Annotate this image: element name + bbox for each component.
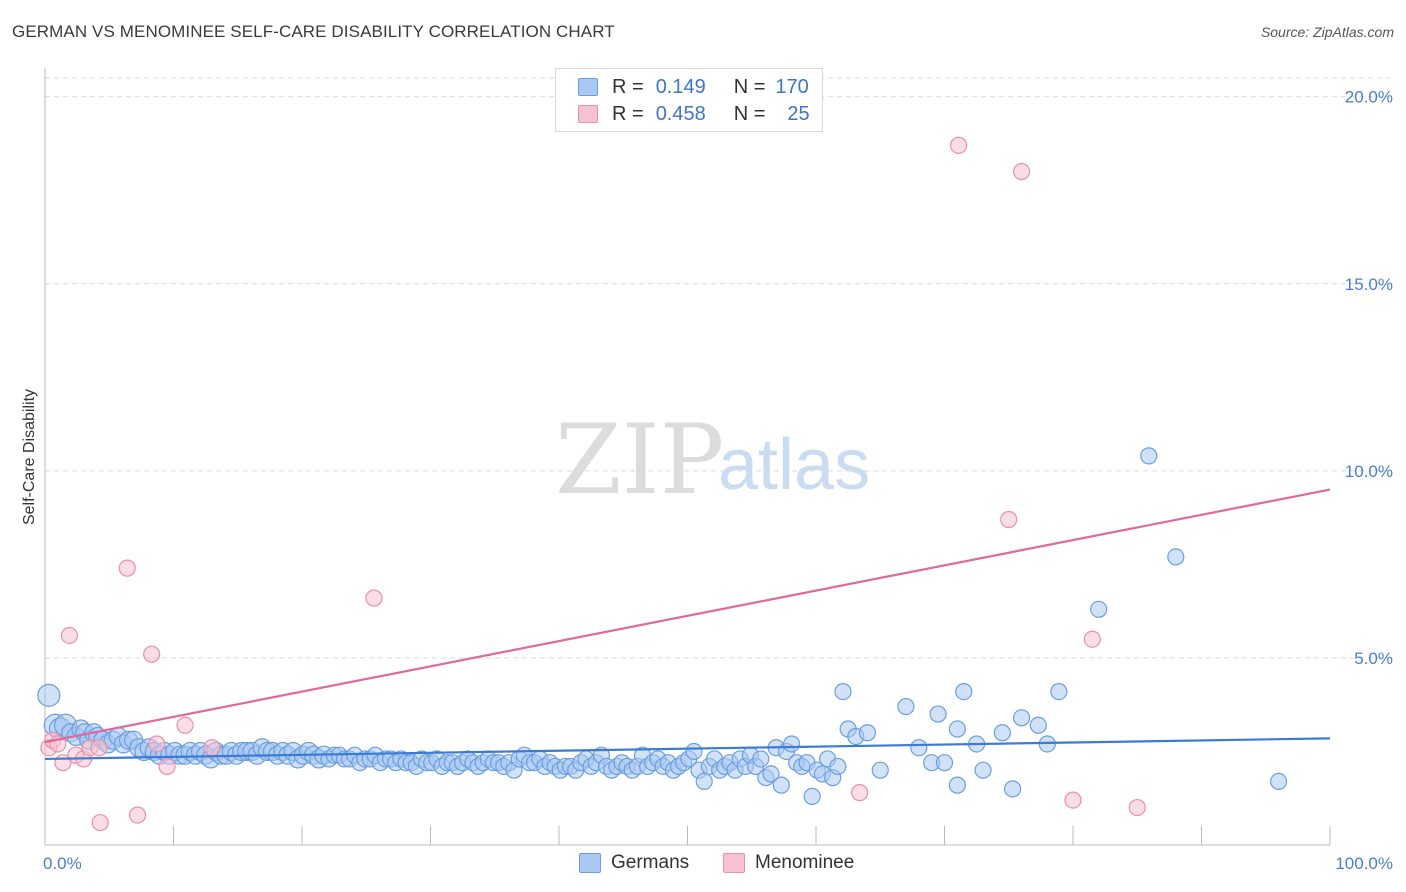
menominee-point bbox=[1064, 791, 1082, 809]
menominee-point bbox=[1012, 162, 1031, 181]
germans-point bbox=[752, 750, 770, 768]
germans-point bbox=[1090, 600, 1108, 618]
y-tick-label: 5.0% bbox=[1354, 649, 1393, 668]
y-tick-labels: 5.0% 10.0% 15.0% 20.0% bbox=[1345, 88, 1393, 668]
y-tick-label: 10.0% bbox=[1345, 462, 1393, 481]
menominee-point bbox=[1128, 798, 1146, 817]
menominee-point bbox=[176, 716, 194, 734]
germans-point bbox=[858, 724, 877, 742]
menominee-point bbox=[1083, 630, 1101, 648]
menominee-point bbox=[118, 559, 136, 577]
germans-point bbox=[1029, 716, 1047, 734]
menominee-points bbox=[40, 136, 1146, 832]
germans-point bbox=[37, 683, 61, 707]
germans-point bbox=[871, 761, 889, 779]
germans-point bbox=[803, 787, 821, 805]
germans-point bbox=[782, 735, 801, 753]
germans-point bbox=[834, 682, 852, 701]
germans-point bbox=[955, 682, 973, 701]
legend-row-menominee: R = 0.458 N = 25 bbox=[578, 102, 810, 126]
menominee-swatch bbox=[723, 853, 745, 873]
germans-point bbox=[935, 754, 954, 772]
bottom-legend-menominee-label: Menominee bbox=[755, 852, 855, 873]
chart-title: GERMAN VS MENOMINEE SELF-CARE DISABILITY… bbox=[12, 22, 615, 41]
legend-n-value: 170 bbox=[775, 75, 809, 98]
watermark-atlas: atlas bbox=[718, 425, 870, 505]
legend: R = 0.149 N = 170 R = 0.458 N = 25 bbox=[555, 68, 823, 132]
germans-swatch bbox=[579, 853, 601, 873]
menominee-point bbox=[1000, 510, 1018, 529]
bottom-legend: Germans Menominee bbox=[0, 852, 1406, 876]
y-tick-label: 20.0% bbox=[1345, 88, 1393, 107]
menominee-swatch bbox=[578, 105, 598, 123]
watermark: ZIP atlas bbox=[555, 404, 870, 516]
menominee-point bbox=[365, 589, 383, 607]
germans-point bbox=[695, 772, 713, 790]
germans-point bbox=[974, 761, 992, 779]
legend-row-germans: R = 0.149 N = 170 bbox=[578, 75, 809, 99]
germans-point bbox=[1050, 682, 1068, 701]
legend-r-value: 0.149 bbox=[655, 75, 706, 98]
x-tick-labels: 0.0% 100.0% bbox=[43, 854, 1393, 873]
legend-n-value: 25 bbox=[787, 102, 810, 125]
y-tick-label: 15.0% bbox=[1345, 275, 1393, 294]
legend-n-label: N = bbox=[733, 102, 766, 125]
legend-r-label: R = bbox=[612, 102, 644, 125]
menominee-point bbox=[148, 735, 166, 753]
germans-point bbox=[772, 776, 790, 794]
germans-point bbox=[762, 765, 780, 783]
menominee-point bbox=[950, 136, 968, 154]
germans-trend-line bbox=[44, 737, 1331, 761]
germans-point bbox=[897, 697, 915, 716]
gridlines bbox=[45, 77, 1392, 659]
menominee-trend-line bbox=[44, 488, 1331, 744]
germans-point bbox=[948, 720, 966, 738]
menominee-point bbox=[851, 784, 869, 802]
legend-r-label: R = bbox=[612, 75, 644, 98]
menominee-point bbox=[143, 645, 161, 663]
germans-point bbox=[910, 739, 928, 757]
germans-point bbox=[1140, 447, 1158, 465]
germans-point bbox=[1012, 709, 1031, 727]
germans-point bbox=[685, 742, 703, 761]
menominee-point bbox=[90, 739, 108, 757]
menominee-point bbox=[203, 739, 221, 757]
axes bbox=[44, 68, 1331, 846]
menominee-point bbox=[60, 626, 79, 645]
germans-point bbox=[829, 757, 847, 776]
germans-point bbox=[1167, 548, 1185, 566]
germans-point bbox=[948, 776, 966, 794]
germans-point bbox=[1004, 780, 1022, 798]
germans-point bbox=[993, 724, 1011, 742]
germans-point bbox=[1269, 772, 1288, 790]
x-tick-label: 100.0% bbox=[1335, 854, 1393, 873]
menominee-point bbox=[128, 806, 147, 824]
watermark-zip: ZIP bbox=[555, 404, 724, 516]
menominee-point bbox=[91, 813, 109, 832]
menominee-point bbox=[158, 757, 176, 776]
bottom-legend-germans-label: Germans bbox=[611, 852, 690, 873]
x-tick-label: 0.0% bbox=[43, 854, 82, 873]
germans-point bbox=[929, 705, 947, 723]
source-label: Source: ZipAtlas.com bbox=[1260, 24, 1394, 40]
bottom-legend-germans: Germans bbox=[579, 852, 689, 874]
legend-n-label: N = bbox=[733, 75, 766, 98]
bottom-legend-menominee: Menominee bbox=[723, 852, 854, 874]
trend-lines bbox=[44, 488, 1331, 761]
legend-r-value: 0.458 bbox=[655, 102, 706, 125]
y-axis-title: Self-Care Disability bbox=[21, 389, 38, 525]
germans-swatch bbox=[578, 78, 598, 96]
